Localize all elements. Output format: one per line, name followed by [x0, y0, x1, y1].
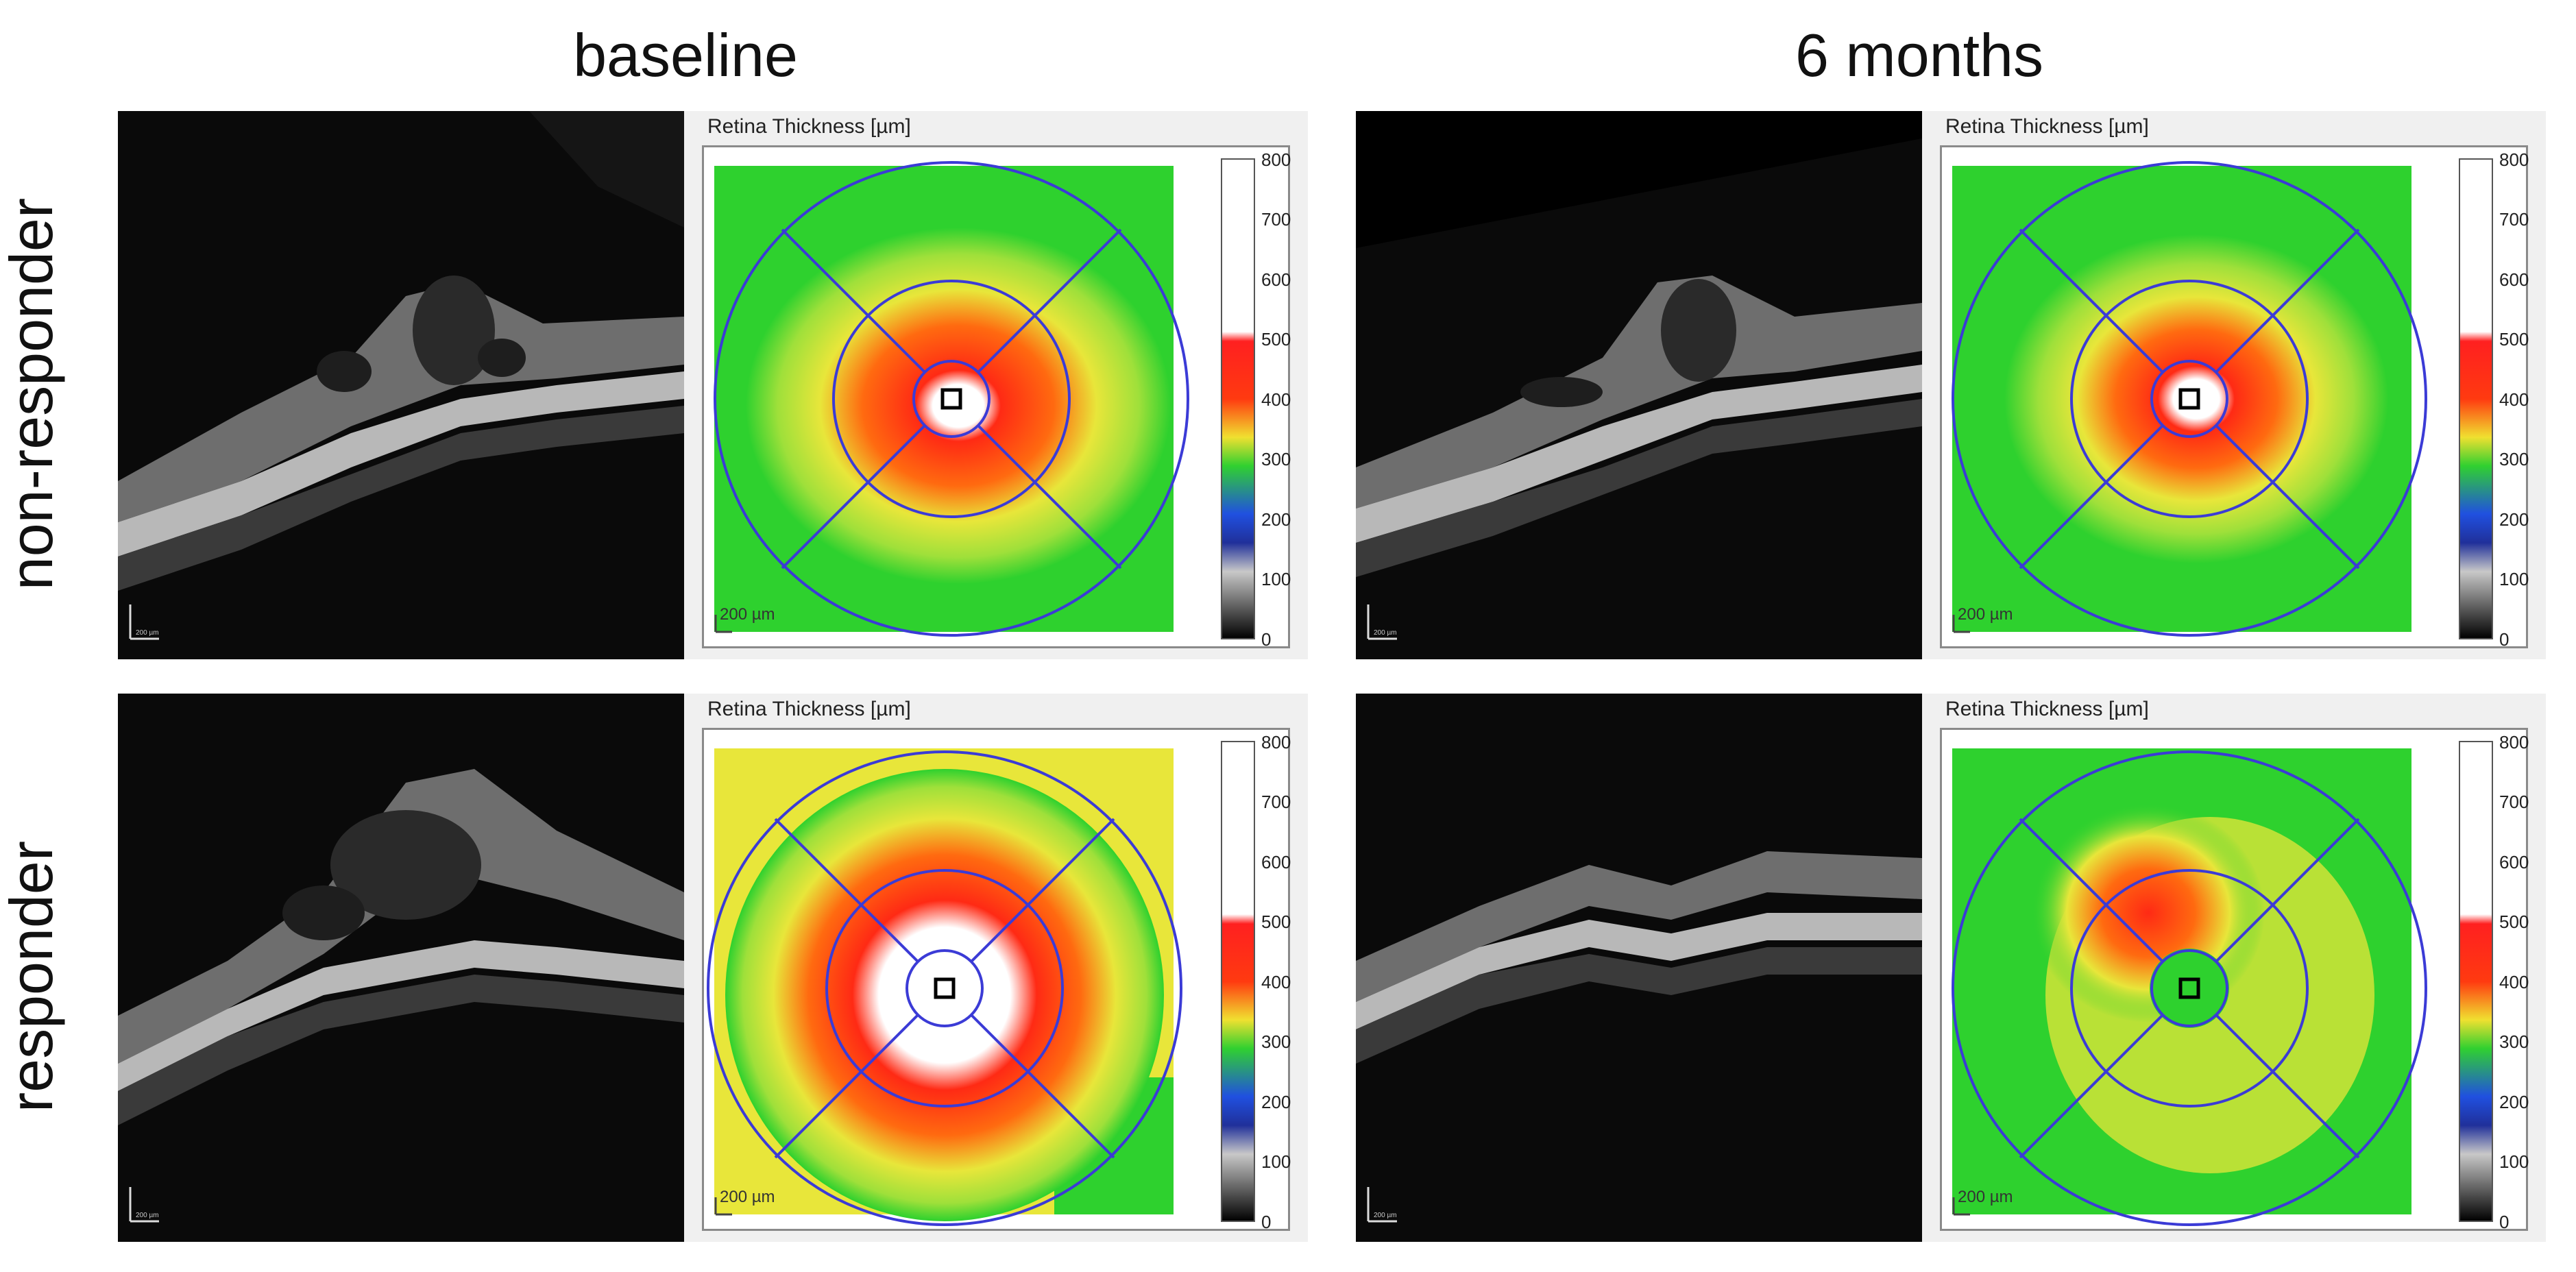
- colorbar-tick: 700: [1261, 209, 1291, 230]
- oct-scale-label: 200 µm: [136, 1212, 159, 1219]
- colorbar-tick: 100: [2499, 1151, 2529, 1172]
- colorbar-tick: 700: [1261, 792, 1291, 812]
- colorbar-tick: 700: [2499, 792, 2529, 812]
- map-title: Retina Thickness [µm]: [1945, 115, 2149, 138]
- oct-scan-baseline-nonresponder: 200 µm: [118, 111, 684, 659]
- colorbar-tick: 500: [2499, 912, 2529, 932]
- colorbar-tick: 400: [1261, 389, 1291, 410]
- oct-scan-baseline-responder: 200 µm: [118, 694, 684, 1242]
- map-scale-label: 200 µm: [1958, 605, 2013, 624]
- colorbar-tick: 800: [1261, 732, 1291, 753]
- colorbar-tick: 200: [1261, 1092, 1291, 1112]
- colorbar-tick: 500: [2499, 329, 2529, 350]
- map-scale-label: 200 µm: [720, 1188, 775, 1206]
- thickness-map-baseline-nonresponder: Retina Thickness [µm] 200 µm: [684, 111, 1308, 659]
- colorbar-tick: 600: [2499, 852, 2529, 872]
- thickness-map-6months-responder: Retina Thickness [µm] 200 µm 800 700: [1922, 694, 2546, 1242]
- colorbar-tick: 300: [2499, 449, 2529, 469]
- colorbar-tick: 400: [2499, 389, 2529, 410]
- column-title-6-months: 6 months: [1795, 21, 2043, 89]
- map-scale-label: 200 µm: [720, 605, 775, 624]
- colorbar-tick: 800: [1261, 149, 1291, 170]
- colorbar-tick: 800: [2499, 732, 2529, 753]
- oct-scale-label: 200 µm: [1374, 1212, 1397, 1219]
- colorbar-tick: 0: [2499, 1212, 2509, 1232]
- row-label-responder: responder: [0, 840, 65, 1113]
- thickness-map-baseline-responder: Retina Thickness [µm] 200 µm: [684, 694, 1308, 1242]
- colorbar-tick: 300: [1261, 449, 1291, 469]
- colorbar-tick: 0: [2499, 629, 2509, 650]
- map-title: Retina Thickness [µm]: [1945, 698, 2149, 720]
- oct-scan-6months-responder: 200 µm: [1356, 694, 1922, 1242]
- colorbar-tick: 200: [2499, 509, 2529, 530]
- oct-scale-label: 200 µm: [136, 629, 159, 637]
- column-title-baseline: baseline: [573, 21, 798, 89]
- map-scale-label: 200 µm: [1958, 1188, 2013, 1206]
- colorbar-tick: 0: [1261, 629, 1271, 650]
- map-title: Retina Thickness [µm]: [707, 698, 911, 720]
- colorbar-tick: 400: [2499, 972, 2529, 992]
- colorbar-tick: 500: [1261, 329, 1291, 350]
- colorbar-tick: 200: [1261, 509, 1291, 530]
- colorbar-tick: 100: [2499, 569, 2529, 589]
- colorbar-tick: 600: [1261, 852, 1291, 872]
- colorbar-tick: 100: [1261, 569, 1291, 589]
- colorbar-tick: 200: [2499, 1092, 2529, 1112]
- colorbar-tick: 500: [1261, 912, 1291, 932]
- colorbar-tick: 300: [2499, 1031, 2529, 1052]
- colorbar-tick: 0: [1261, 1212, 1271, 1232]
- colorbar-tick: 400: [1261, 972, 1291, 992]
- thickness-map-6months-nonresponder: Retina Thickness [µm] 200 µm: [1922, 111, 2546, 659]
- row-label-non-responder: non-responder: [0, 197, 65, 591]
- colorbar-tick: 600: [2499, 269, 2529, 290]
- colorbar-tick: 600: [1261, 269, 1291, 290]
- oct-scan-6months-nonresponder: 200 µm: [1356, 111, 1922, 659]
- colorbar-tick: 700: [2499, 209, 2529, 230]
- map-title: Retina Thickness [µm]: [707, 115, 911, 138]
- colorbar-tick: 800: [2499, 149, 2529, 170]
- colorbar-tick: 300: [1261, 1031, 1291, 1052]
- colorbar-tick: 100: [1261, 1151, 1291, 1172]
- oct-scale-label: 200 µm: [1374, 629, 1397, 637]
